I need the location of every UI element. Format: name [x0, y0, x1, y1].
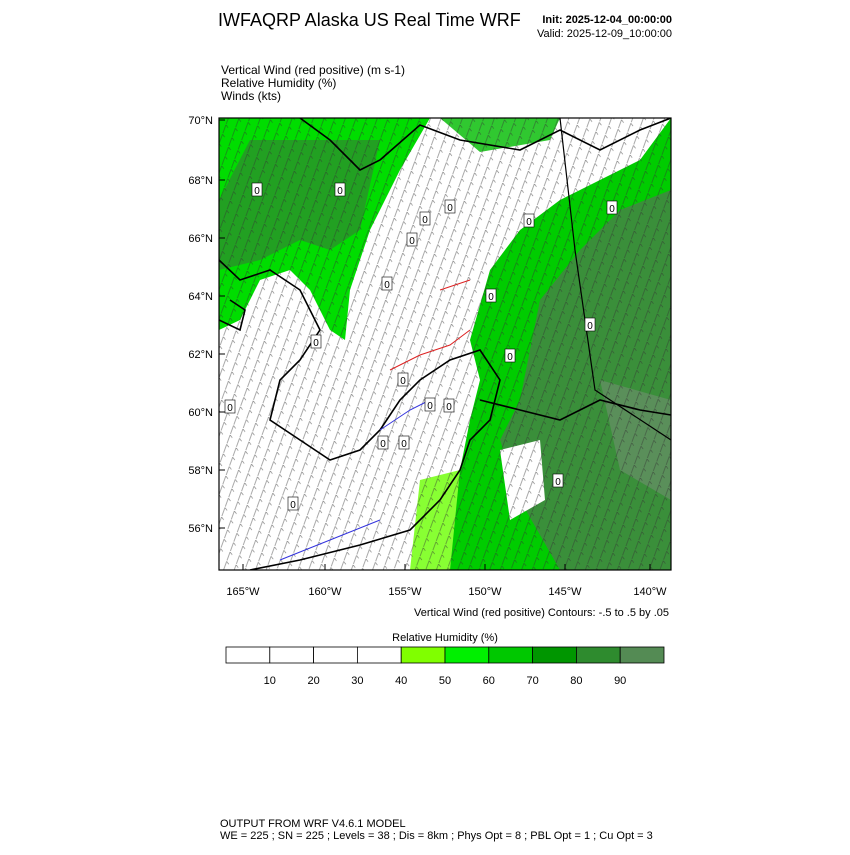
contour-label-box: [397, 372, 409, 387]
colorbar-box: [225, 646, 271, 664]
contour-label-box: [398, 435, 410, 450]
footer-line: WE = 225 ; SN = 225 ; Levels = 38 ; Dis …: [220, 830, 653, 842]
colorbar-label: 90: [614, 675, 626, 687]
field-label: Relative Humidity (%): [221, 76, 336, 90]
lat-label: 62°N: [188, 349, 213, 361]
colorbar-box: [313, 646, 358, 664]
contour-label-box: [377, 435, 389, 450]
lat-label: 66°N: [188, 233, 213, 245]
contour-label: 0: [488, 292, 494, 303]
lat-label: 58°N: [188, 465, 213, 477]
map: [219, 118, 671, 570]
colorbar-label: 50: [439, 675, 451, 687]
contour-label: 0: [427, 401, 433, 412]
lon-label: 160°W: [308, 586, 342, 598]
lat-label: 68°N: [188, 175, 213, 187]
contour-label-box: [584, 317, 596, 332]
colorbar-label: 60: [483, 675, 495, 687]
contour-label: 0: [447, 203, 453, 214]
colorbar-box: [356, 646, 402, 664]
contour-label: 0: [290, 500, 296, 511]
lat-label: 56°N: [188, 523, 213, 535]
contour-label: 0: [384, 280, 390, 291]
contour-label: 0: [313, 338, 319, 349]
contour-label: 0: [587, 321, 593, 332]
colorbar-box: [400, 646, 446, 664]
contour-label-box: [224, 399, 236, 414]
contour-label: 0: [526, 217, 532, 228]
colorbar-box: [444, 646, 490, 664]
lon-label: 145°W: [548, 586, 582, 598]
contour-label-box: [251, 182, 263, 197]
contour-label: 0: [337, 186, 343, 197]
contour-label-box: [606, 200, 618, 215]
lon-label: 140°W: [633, 586, 667, 598]
footer-line: OUTPUT FROM WRF V4.6.1 MODEL: [220, 818, 406, 830]
contour-label-box: [334, 182, 346, 197]
contour-label-box: [485, 288, 497, 303]
contour-label: 0: [380, 439, 386, 450]
title: IWFAQRP Alaska US Real Time WRF: [218, 10, 521, 30]
contour-label: 0: [422, 215, 428, 226]
contour-note: Vertical Wind (red positive) Contours: -…: [414, 607, 669, 619]
contour-label: 0: [446, 402, 452, 413]
valid-time: Valid: 2025-12-09_10:00:00: [537, 28, 672, 40]
contour-label: 0: [507, 352, 513, 363]
colorbar-box: [269, 646, 314, 664]
contour-label-box: [443, 398, 455, 413]
colorbar-label: 80: [570, 675, 582, 687]
contour-label: 0: [409, 236, 415, 247]
colorbar-title: Relative Humidity (%): [392, 632, 498, 644]
colorbar-box: [488, 646, 533, 664]
contour-label: 0: [609, 204, 615, 215]
colorbar-label: 20: [307, 675, 319, 687]
contour-label: 0: [254, 186, 260, 197]
contour-label-box: [504, 348, 516, 363]
contour-label: 0: [555, 477, 561, 488]
colorbar-label: 10: [264, 675, 276, 687]
contour-label-box: [287, 496, 299, 511]
contour-label-box: [444, 199, 456, 214]
contour-label-box: [424, 397, 436, 412]
contour-label-box: [419, 211, 431, 226]
field-label: Winds (kts): [221, 89, 281, 103]
contour-label: 0: [401, 439, 407, 450]
map-frame: [218, 117, 672, 571]
lon-label: 150°W: [468, 586, 502, 598]
contour-label: 0: [227, 403, 233, 414]
colorbar-box: [619, 646, 665, 664]
lon-label: 155°W: [388, 586, 422, 598]
init-time: Init: 2025-12-04_00:00:00: [542, 14, 672, 26]
lat-label: 70°N: [188, 115, 213, 127]
lat-label: 64°N: [188, 291, 213, 303]
axes: 70°N 68°N 66°N 64°N 62°N 60°N 58°N 56°N 165°W 160…: [188, 115, 667, 598]
contour-label-box: [406, 232, 418, 247]
colorbar-label: 70: [526, 675, 538, 687]
colorbar-label: 30: [351, 675, 363, 687]
contour-label-box: [523, 213, 535, 228]
field-label: Vertical Wind (red positive) (m s-1): [221, 63, 405, 77]
colorbar-box: [532, 646, 577, 664]
lat-label: 60°N: [188, 407, 213, 419]
colorbar-box: [576, 646, 621, 664]
contour-label-box: [381, 276, 393, 291]
contour-label-box: [552, 473, 564, 488]
colorbar-label: 40: [395, 675, 407, 687]
contour-label-box: [310, 334, 322, 349]
lon-label: 165°W: [226, 586, 260, 598]
colorbar: 10 20 30 40 50 60 70 80 90: [225, 646, 665, 687]
contour-label: 0: [400, 376, 406, 387]
